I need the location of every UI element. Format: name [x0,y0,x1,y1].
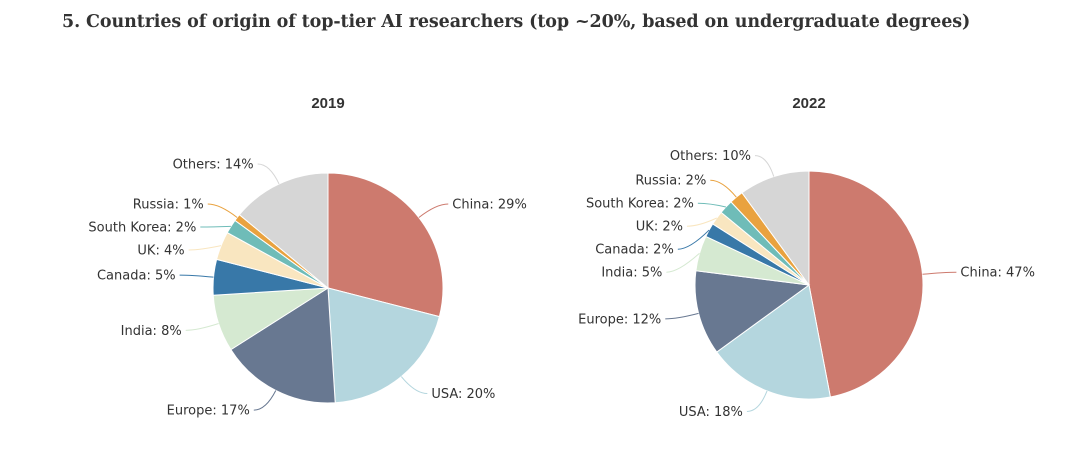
pie-chart-2022: 2022 China: 47% USA: 18% Europe: 12% India:… [578,95,1035,420]
slice-label-china-2022: China: 47% [960,266,1035,281]
connector-others-2019 [257,163,280,185]
connector-china-2022 [922,271,957,275]
connector-south-korea-2019 [200,225,231,228]
connector-uk-2022 [686,217,717,227]
slice-label-europe-2019: Europe: 17% [167,404,250,419]
slice-label-others-2022: Others: 10% [670,149,751,164]
slice-label-uk-2019: UK: 4% [137,244,184,259]
page-title: 5. Countries of origin of top-tier AI re… [62,12,971,32]
pie-slice-usa-2022 [716,284,831,400]
connector-others-2022 [754,155,775,177]
connector-china-2019 [418,203,449,218]
slice-label-others-2019: Others: 14% [173,158,254,173]
connector-usa-2022 [746,390,768,412]
connector-usa-2019 [400,376,428,395]
slice-label-china-2019: China: 29% [452,198,527,213]
connector-india-2019 [185,323,219,331]
connector-canada-2019 [179,274,214,278]
slice-label-uk-2022: UK: 2% [636,220,683,235]
pie-slice-china-2022 [808,170,924,398]
slice-label-canada-2022: Canada: 2% [595,243,674,258]
slice-label-india-2022: India: 5% [601,266,662,281]
slice-label-russia-2019: Russia: 1% [133,198,204,213]
connector-uk-2019 [188,245,222,251]
slice-label-usa-2019: USA: 20% [431,387,495,402]
slice-label-usa-2022: USA: 18% [679,405,743,420]
connector-russia-2019 [207,203,238,218]
slice-label-europe-2022: Europe: 12% [578,312,661,327]
connector-europe-2022 [665,312,699,320]
pie-slice-usa-2019 [327,287,440,404]
slice-label-south-korea-2022: South Korea: 2% [586,197,694,212]
connector-canada-2022 [677,229,710,250]
chart-title-2022: 2022 [792,95,825,112]
connector-india-2022 [666,252,700,273]
pie-slice-china-2019 [327,172,444,318]
connector-europe-2019 [253,390,277,411]
slice-label-india-2019: India: 8% [121,324,182,339]
chart-title-2019: 2019 [311,95,344,112]
pie-chart-2019: 2019 China: 29% USA: 20% Europe: 17% India:… [88,95,526,419]
connector-south-korea-2022 [697,202,727,208]
pie-slice-others-2022 [741,170,810,287]
slice-label-canada-2019: Canada: 5% [97,269,176,284]
slice-label-south-korea-2019: South Korea: 2% [88,221,196,236]
slice-label-russia-2022: Russia: 2% [635,174,706,189]
connector-russia-2022 [710,179,737,198]
